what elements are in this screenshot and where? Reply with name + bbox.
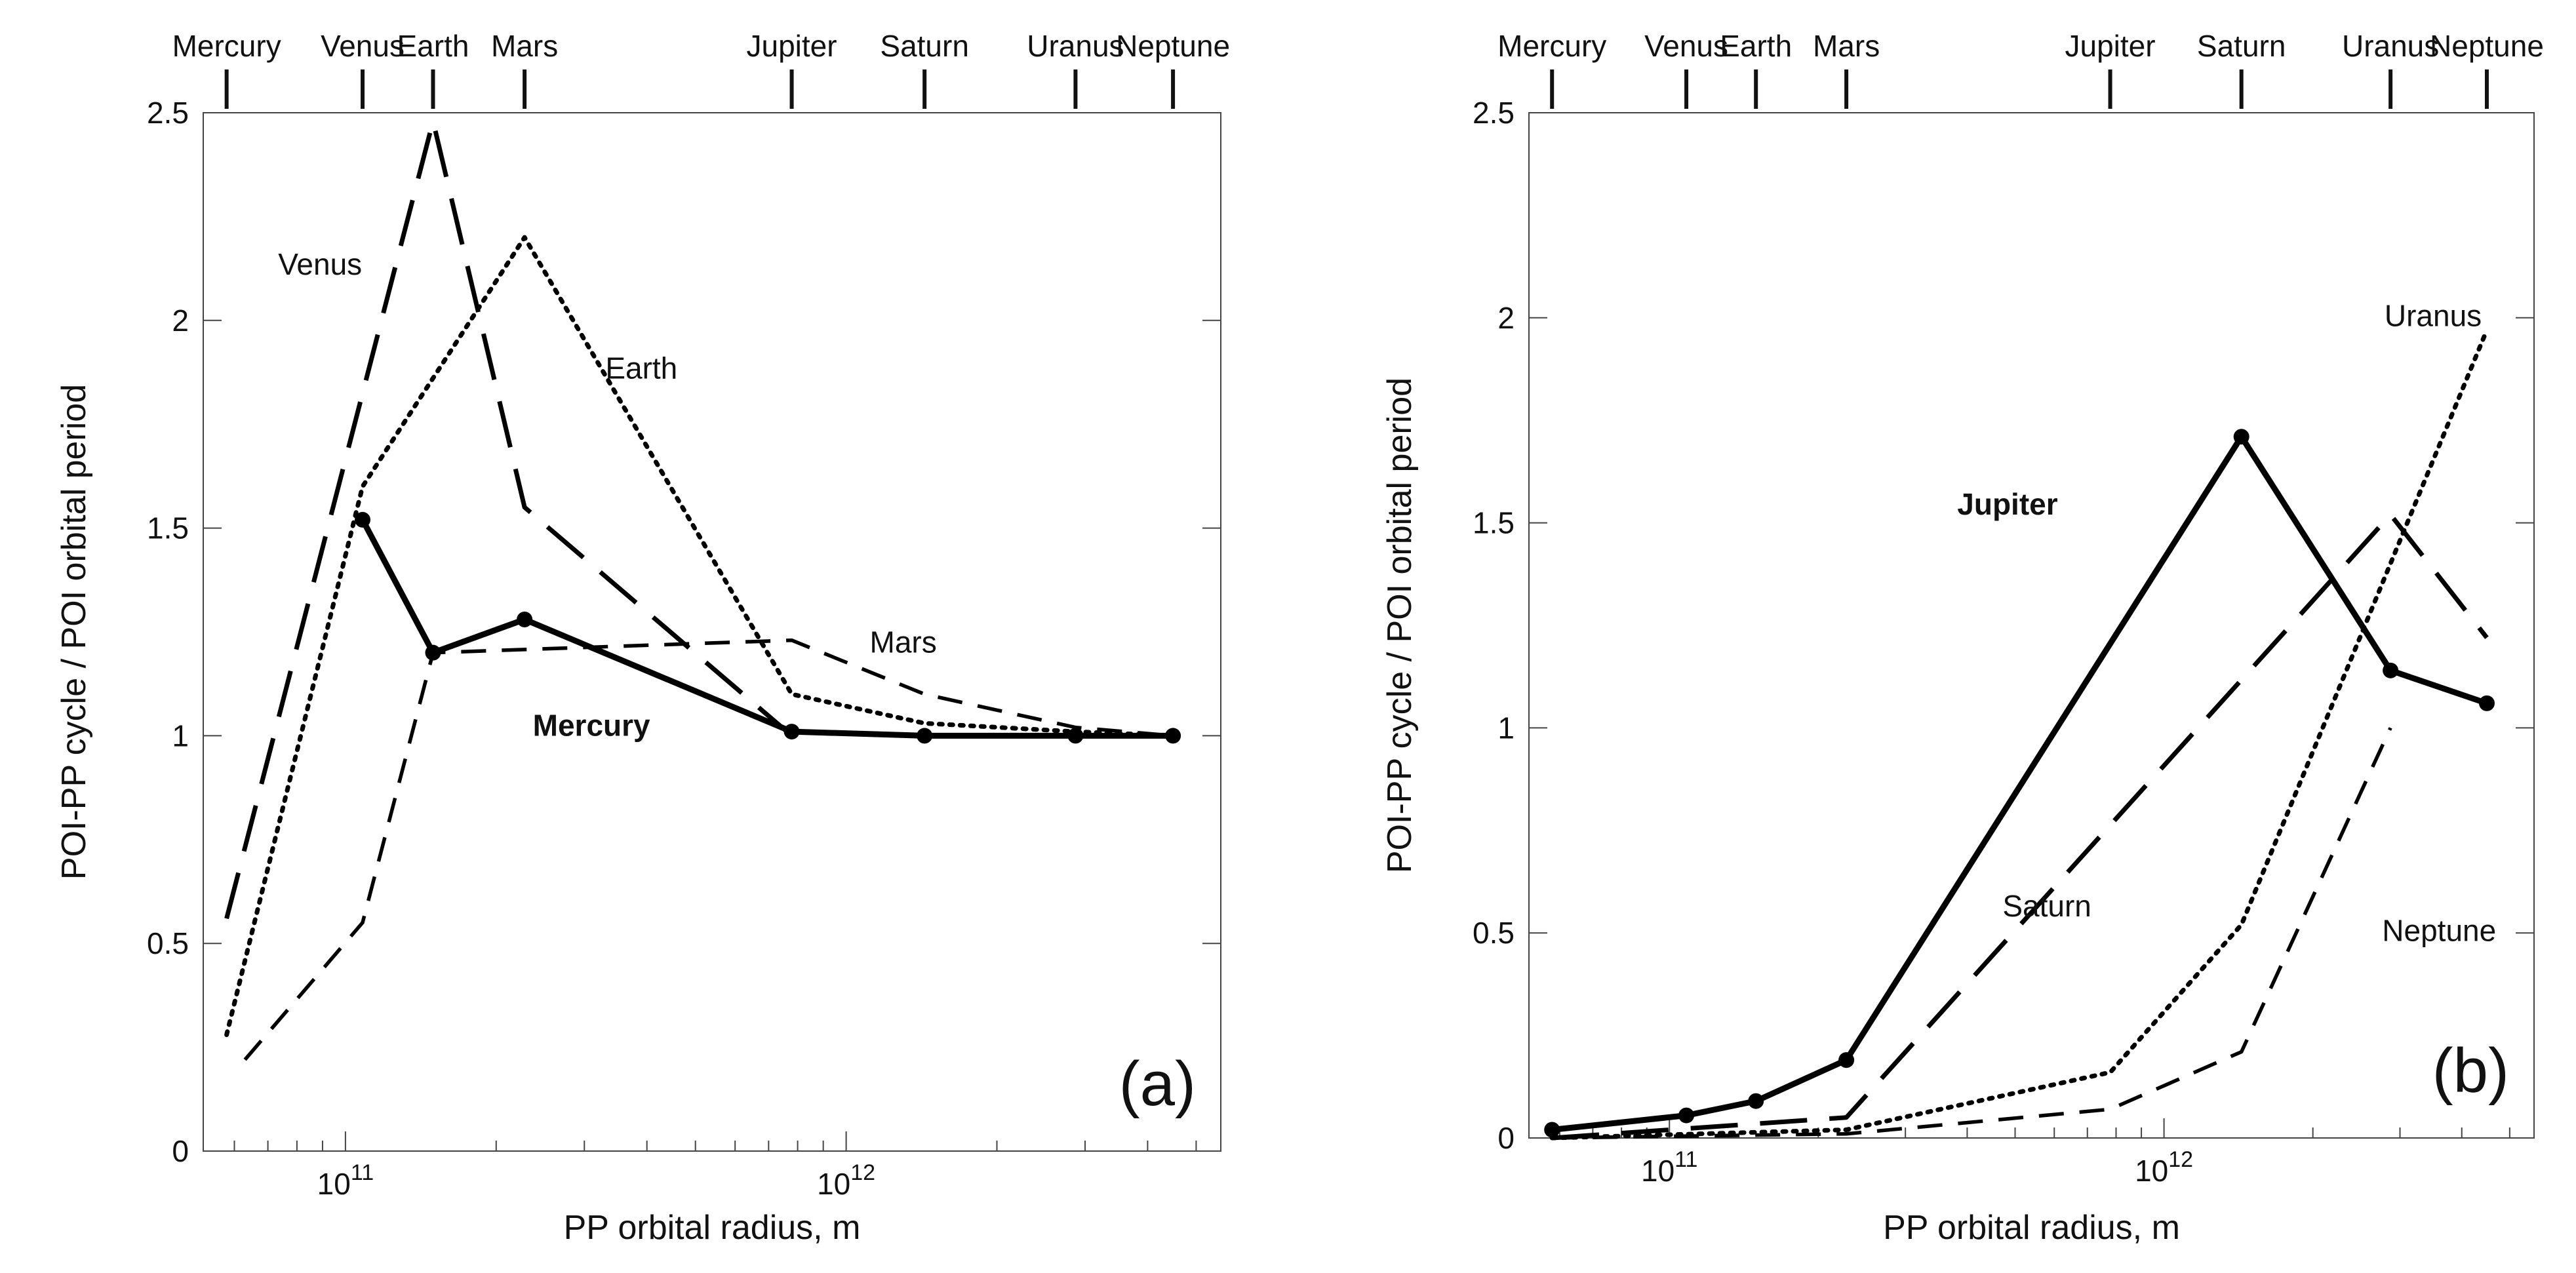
- planet-label: Uranus: [2342, 29, 2439, 63]
- x-tick-exponent: 12: [2168, 1147, 2193, 1172]
- y-tick-label: 1: [172, 718, 189, 753]
- x-tick-base: 10: [1641, 1154, 1674, 1188]
- y-tick-label: 1.5: [1473, 506, 1515, 540]
- planet-label: Neptune: [2430, 29, 2544, 63]
- panel-tag: (a): [1119, 1049, 1196, 1119]
- planet-label: Mars: [491, 29, 558, 63]
- planet-label: Earth: [1720, 29, 1792, 63]
- series-label-neptune: Neptune: [2382, 914, 2496, 948]
- series-line-venus: [224, 119, 793, 920]
- y-tick-label: 2.5: [1473, 96, 1515, 130]
- data-point-mercury: [783, 724, 800, 740]
- y-tick-label: 1: [1497, 711, 1515, 745]
- data-point-jupiter: [1838, 1052, 1855, 1068]
- series-line-mercury: [360, 518, 1174, 739]
- x-tick-exponent: 11: [1674, 1147, 1697, 1172]
- data-point-jupiter: [1544, 1122, 1560, 1138]
- x-tick-base: 10: [317, 1167, 351, 1201]
- planet-label: Saturn: [880, 29, 969, 63]
- panel-tag: (b): [2432, 1036, 2509, 1106]
- x-axis-title: PP orbital radius, m: [564, 1209, 861, 1247]
- data-point-jupiter: [1678, 1107, 1695, 1124]
- data-point-jupiter: [1748, 1093, 1764, 1109]
- x-axis-title: PP orbital radius, m: [1883, 1209, 2180, 1247]
- series-label-saturn: Saturn: [2002, 889, 2091, 923]
- y-axis-title: POI-PP cycle / POI orbital period: [55, 384, 93, 880]
- x-tick-label: 1012: [817, 1160, 875, 1201]
- series-line-neptune: [1552, 727, 2392, 1140]
- planet-label: Jupiter: [747, 29, 837, 63]
- series-line-mars: [243, 638, 1174, 1061]
- series-label-mars: Mars: [870, 625, 937, 659]
- y-axis-title: POI-PP cycle / POI orbital period: [1381, 378, 1419, 873]
- series-label-jupiter: Jupiter: [1957, 487, 2057, 521]
- x-tick-base: 10: [2135, 1154, 2168, 1188]
- series-line-uranus: [1549, 328, 2489, 1141]
- planet-label: Uranus: [1027, 29, 1124, 63]
- series-label-mercury: Mercury: [533, 708, 650, 742]
- series-line-saturn: [1551, 512, 2489, 1141]
- series-label-uranus: Uranus: [2385, 298, 2482, 332]
- series-line-earth: [224, 235, 1176, 1038]
- x-tick-exponent: 12: [850, 1160, 875, 1185]
- x-tick-base: 10: [817, 1167, 850, 1201]
- planet-label: Jupiter: [2065, 29, 2156, 63]
- series-label-venus: Venus: [278, 247, 362, 281]
- y-tick-label: 2: [1497, 301, 1515, 335]
- y-tick-label: 2: [172, 304, 189, 338]
- x-tick-label: 1012: [2135, 1147, 2193, 1188]
- planet-label: Venus: [321, 29, 405, 63]
- x-tick-label: 1011: [317, 1160, 374, 1201]
- y-tick-label: 2.5: [147, 96, 189, 130]
- y-tick-label: 0.5: [1473, 916, 1515, 950]
- y-tick-label: 0: [1497, 1121, 1515, 1155]
- data-point-mercury: [917, 728, 933, 744]
- planet-label: Mars: [1813, 29, 1880, 63]
- planet-label: Saturn: [2197, 29, 2286, 63]
- data-point-mercury: [517, 611, 533, 627]
- data-point-mercury: [355, 511, 371, 528]
- planet-label: Earth: [397, 29, 469, 63]
- x-tick-label: 1011: [1641, 1147, 1697, 1188]
- planet-label: Venus: [1644, 29, 1728, 63]
- data-point-jupiter: [2383, 662, 2399, 678]
- data-point-jupiter: [2478, 695, 2495, 711]
- x-tick-exponent: 11: [351, 1160, 374, 1185]
- planet-label: Mercury: [172, 29, 281, 63]
- plot-frame: [203, 112, 1221, 1152]
- y-tick-label: 1.5: [147, 511, 189, 545]
- data-point-jupiter: [2233, 429, 2249, 445]
- y-tick-label: 0.5: [147, 926, 189, 960]
- planet-label: Mercury: [1497, 29, 1606, 63]
- plot-frame: [1528, 112, 2535, 1139]
- planet-label: Neptune: [1116, 29, 1230, 63]
- y-tick-label: 0: [172, 1134, 189, 1168]
- series-line-jupiter: [1551, 433, 2488, 1133]
- series-label-earth: Earth: [605, 351, 677, 385]
